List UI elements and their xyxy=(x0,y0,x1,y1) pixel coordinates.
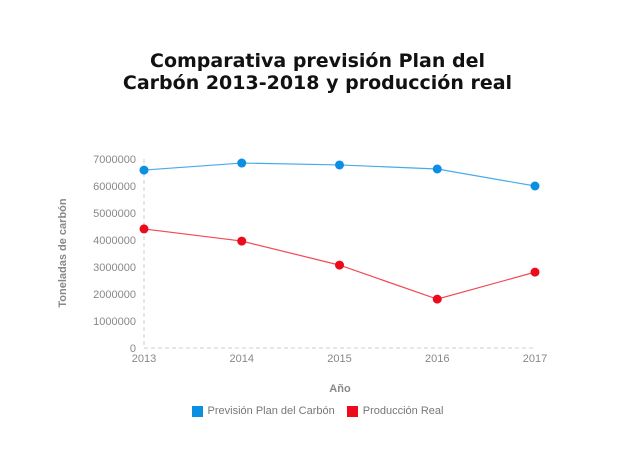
x-tick-label: 2014 xyxy=(230,353,254,365)
data-point-produccion[interactable] xyxy=(139,224,149,234)
x-tick-label: 2015 xyxy=(327,353,351,365)
y-tick-label: 5000000 xyxy=(93,208,136,220)
data-point-produccion[interactable] xyxy=(237,236,247,246)
legend-swatch-prevision xyxy=(191,405,203,417)
x-axis-title: Año xyxy=(329,383,351,395)
data-point-produccion[interactable] xyxy=(530,267,540,277)
x-tick-label: 2017 xyxy=(523,353,547,365)
data-point-prevision[interactable] xyxy=(237,158,247,168)
y-tick-label: 2000000 xyxy=(93,289,136,301)
y-tick-label: 7000000 xyxy=(93,154,136,166)
legend-item-produccion[interactable]: Producción Real xyxy=(346,405,444,417)
y-axis-title: Toneladas de carbón xyxy=(57,198,69,307)
y-tick-label: 0 xyxy=(130,343,136,355)
legend: Previsión Plan del Carbón Producción Rea… xyxy=(0,405,635,417)
y-tick-label: 4000000 xyxy=(93,235,136,247)
data-point-prevision[interactable] xyxy=(139,165,149,175)
chart-title: Comparativa previsión Plan del Carbón 20… xyxy=(0,50,635,94)
data-point-prevision[interactable] xyxy=(335,160,344,170)
legend-swatch-produccion xyxy=(346,405,358,417)
legend-label-produccion: Producción Real xyxy=(362,405,444,417)
data-point-produccion[interactable] xyxy=(432,294,442,304)
legend-item-prevision[interactable]: Previsión Plan del Carbón xyxy=(191,405,335,417)
data-point-produccion[interactable] xyxy=(335,260,344,270)
chart-title-line-1: Comparativa previsión Plan del xyxy=(150,50,485,72)
data-point-prevision[interactable] xyxy=(530,181,540,191)
chart-title-line-2: Carbón 2013-2018 y producción real xyxy=(122,72,513,94)
y-tick-label: 6000000 xyxy=(93,181,136,193)
y-tick-label: 1000000 xyxy=(93,316,136,328)
legend-label-prevision: Previsión Plan del Carbón xyxy=(207,405,335,417)
data-point-prevision[interactable] xyxy=(432,164,442,174)
y-tick-label: 3000000 xyxy=(93,262,136,274)
x-tick-label: 2013 xyxy=(132,353,156,365)
x-tick-label: 2016 xyxy=(425,353,449,365)
